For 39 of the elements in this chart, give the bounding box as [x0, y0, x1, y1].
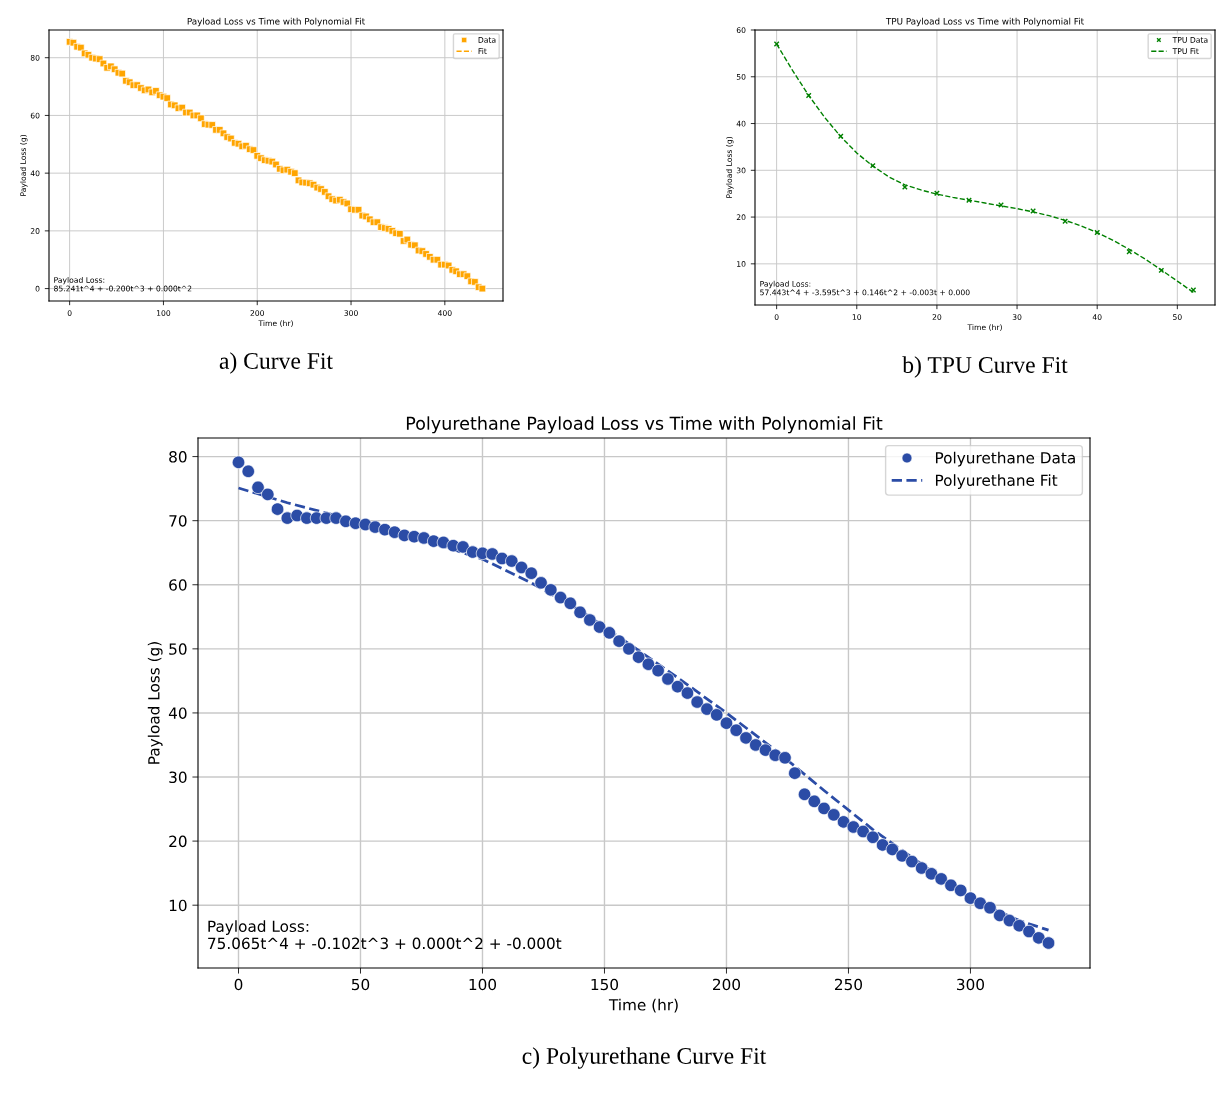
point [1190, 287, 1197, 293]
chart-title: Payload Loss vs Time with Polynomial Fit [187, 17, 365, 27]
point [869, 162, 876, 169]
point [805, 92, 812, 99]
x-tick-label: 250 [835, 978, 863, 991]
point [1094, 229, 1101, 236]
point [837, 133, 844, 140]
point [1126, 248, 1133, 255]
x-axis-title: Time (hr) [608, 998, 678, 1013]
y-tick-label: 40 [168, 707, 187, 719]
y-tick-label: 80 [169, 451, 187, 463]
x-tick-label: 300 [957, 978, 985, 991]
y-tick-label: 50 [169, 643, 187, 655]
text: b) TPU Curve Fit [902, 356, 1068, 378]
legend-label: Polyurethane Fit [935, 474, 1058, 489]
point [933, 190, 940, 197]
y-tick-label: 10 [169, 899, 187, 912]
x-tick-label: 200 [713, 978, 741, 991]
x-tick-label: 0 [234, 978, 243, 991]
annotation: Payload Loss: 75.065t^4 + -0.102t^3 + 0.000t^2 + -0.000t [208, 920, 562, 950]
legend-label: Polyurethane Data [935, 451, 1075, 467]
text: a) Curve Fit [219, 352, 333, 374]
x-tick-label: 150 [591, 978, 619, 991]
y-tick-label: 20 [169, 835, 187, 848]
y-tick-label: 60 [169, 579, 187, 591]
y-axis-title: Payload Loss (g) [147, 642, 163, 764]
y-tick-label: 70 [169, 515, 187, 527]
point [998, 201, 1004, 208]
chart-title: Polyurethane Payload Loss vs Time with Polynomial Fit [406, 416, 883, 434]
x-tick-label: 100 [469, 978, 497, 991]
chart-title: TPU Payload Loss vs Time with Polynomial Fit [885, 17, 1084, 27]
x-tick-label: 50 [351, 978, 370, 991]
point [1062, 218, 1069, 225]
point [966, 197, 972, 204]
y-tick-label: 30 [169, 771, 187, 784]
text: c) Polyurethane Curve Fit [522, 1047, 767, 1069]
point [1030, 208, 1037, 214]
point [773, 41, 780, 47]
point [1158, 267, 1165, 274]
